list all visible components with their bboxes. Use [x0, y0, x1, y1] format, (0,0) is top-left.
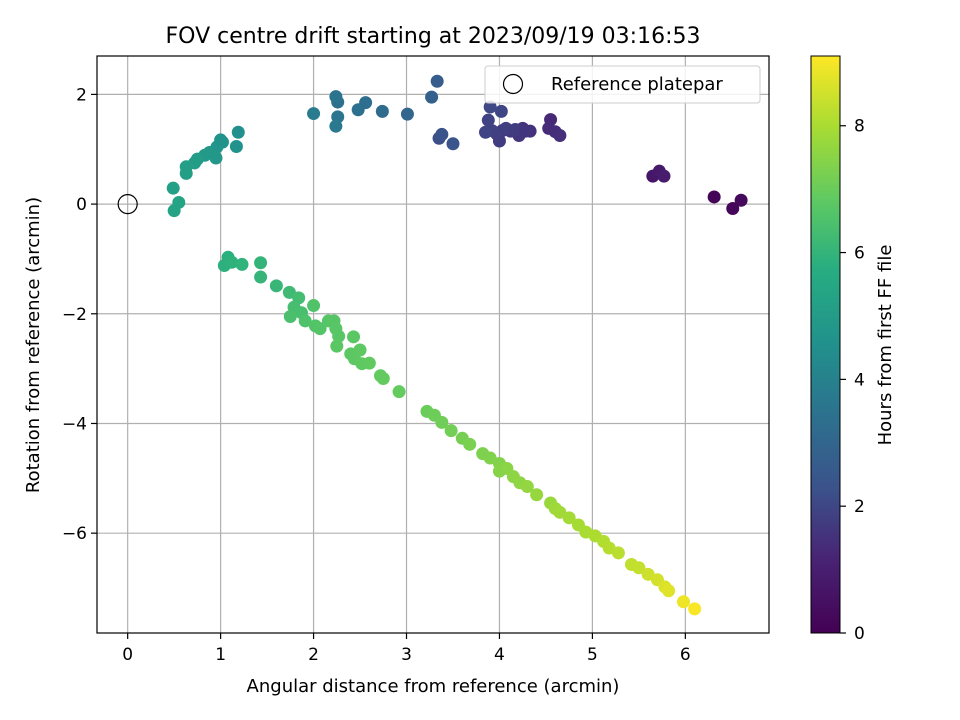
x-tick-label: 0 — [122, 645, 133, 665]
data-point — [676, 595, 690, 609]
data-point — [229, 139, 243, 153]
data-point — [400, 107, 414, 121]
x-tick-label: 1 — [215, 645, 226, 665]
axis-ticks: 0 1 2 3 4 5 6 2 0 −2 −4 −6 — [62, 85, 691, 665]
data-point — [479, 125, 493, 139]
data-point — [518, 124, 532, 138]
x-tick-label: 3 — [401, 645, 412, 665]
data-point — [347, 330, 361, 344]
data-point — [611, 546, 625, 560]
y-tick-label: −6 — [62, 524, 87, 544]
chart-title: FOV centre drift starting at 2023/09/19 … — [166, 24, 701, 49]
data-point — [329, 90, 343, 104]
data-point — [662, 584, 676, 598]
data-point — [283, 310, 297, 324]
scatter-points — [117, 74, 748, 616]
data-point — [353, 343, 367, 357]
data-point — [362, 356, 376, 370]
data-point — [225, 255, 239, 269]
x-tick-label: 2 — [308, 645, 319, 665]
data-point — [430, 74, 444, 88]
data-point — [269, 279, 283, 293]
data-point — [375, 104, 389, 118]
data-point — [167, 204, 181, 218]
data-point — [425, 90, 439, 104]
data-point — [166, 181, 180, 195]
colorbar-label: Hours from first FF file — [875, 245, 896, 446]
legend: Reference platepar — [484, 65, 761, 104]
data-point — [231, 125, 245, 139]
data-point — [307, 299, 321, 313]
data-point — [444, 424, 458, 438]
data-point — [463, 437, 477, 451]
data-point — [435, 415, 449, 429]
data-point — [483, 100, 497, 114]
data-point — [553, 129, 567, 143]
data-point — [632, 561, 646, 575]
y-tick-label: −2 — [62, 305, 87, 325]
data-point — [435, 127, 449, 141]
data-point — [726, 201, 740, 215]
data-point — [520, 480, 534, 494]
data-point — [307, 107, 321, 121]
data-point — [254, 256, 268, 270]
legend-entry-reference-platepar: Reference platepar — [551, 74, 723, 95]
data-point — [481, 113, 495, 127]
data-point — [508, 122, 522, 136]
colorbar-gradient — [810, 55, 841, 634]
colorbar-tick-label: 0 — [854, 624, 865, 644]
x-tick-label: 4 — [494, 645, 505, 665]
data-point — [298, 314, 312, 328]
data-point — [530, 488, 544, 502]
colorbar-tick-label: 6 — [854, 244, 865, 264]
reference-platepar-marker — [117, 193, 138, 215]
data-point — [235, 257, 249, 271]
colorbar: 0 2 4 6 8 — [810, 55, 865, 644]
legend-reference-marker — [502, 73, 524, 95]
x-tick-label: 5 — [587, 645, 598, 665]
data-point — [330, 339, 344, 353]
data-point — [688, 602, 702, 616]
y-tick-label: 2 — [76, 85, 87, 105]
x-axis-label: Angular distance from reference (arcmin) — [247, 676, 620, 697]
data-point — [494, 104, 508, 118]
data-point — [351, 103, 365, 117]
colorbar-tick-label: 2 — [854, 497, 865, 517]
data-point — [392, 385, 406, 399]
x-tick-label: 6 — [680, 645, 691, 665]
data-point — [657, 169, 671, 183]
y-tick-label: −4 — [62, 414, 87, 434]
data-point — [376, 372, 390, 386]
grid-lines — [97, 56, 769, 633]
data-point — [734, 193, 748, 207]
legend-box — [484, 65, 761, 104]
y-tick-label: 0 — [76, 195, 87, 215]
data-point — [707, 190, 721, 204]
data-point — [214, 133, 228, 147]
data-point — [313, 322, 327, 336]
data-point — [329, 119, 343, 133]
y-axis-label: Rotation from reference (arcmin) — [23, 197, 44, 493]
data-point — [332, 329, 346, 343]
colorbar-tick-label: 8 — [854, 117, 865, 137]
data-point — [446, 137, 460, 151]
data-point — [562, 511, 576, 525]
data-point — [179, 166, 193, 180]
plot-frame — [96, 55, 770, 634]
colorbar-tick-label: 4 — [854, 370, 865, 390]
data-point — [254, 270, 268, 284]
